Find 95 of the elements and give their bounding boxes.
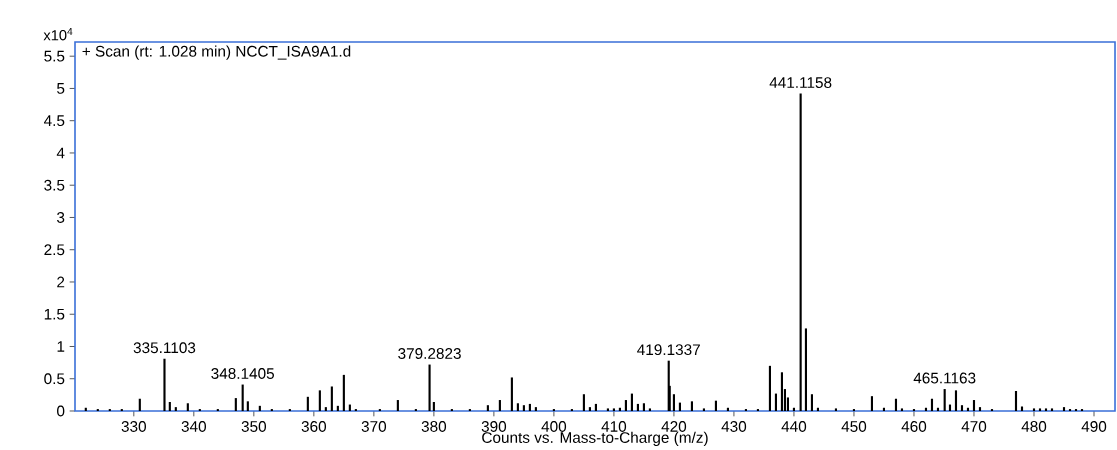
bar bbox=[690, 401, 693, 411]
bar bbox=[714, 400, 717, 411]
x-tick-label: 380 bbox=[421, 421, 447, 432]
annotation: 379.2823 bbox=[398, 348, 461, 359]
bar bbox=[834, 408, 838, 411]
bar bbox=[138, 398, 141, 411]
bar bbox=[396, 400, 399, 411]
x-tick-label: 490 bbox=[1081, 421, 1107, 432]
annotation: 348.1405 bbox=[211, 368, 274, 379]
annotation: 441.1158 bbox=[769, 77, 832, 88]
bar bbox=[780, 372, 784, 411]
bar bbox=[954, 390, 958, 411]
bar bbox=[810, 394, 814, 411]
x-tick-label: 470 bbox=[961, 421, 987, 432]
y-axis-title: x10$^{4}$ bbox=[43, 27, 73, 41]
bar bbox=[510, 377, 513, 411]
x-tick-label: 420 bbox=[661, 421, 687, 432]
y-tick-label: 2.5 bbox=[44, 244, 65, 256]
chart-title: + Scan (rt: 1.028 min) NCCT_ISA9A1.d bbox=[82, 45, 351, 60]
bar bbox=[168, 401, 171, 411]
y-tick-label: 3.5 bbox=[44, 179, 65, 191]
bar bbox=[648, 408, 651, 411]
x-tick-label: 350 bbox=[241, 421, 267, 432]
bar bbox=[582, 394, 585, 411]
x-tick-label: 480 bbox=[1021, 421, 1047, 432]
x-tick-label: 330 bbox=[121, 421, 146, 432]
bar bbox=[900, 408, 904, 411]
bar bbox=[241, 384, 244, 411]
bar bbox=[1062, 407, 1066, 411]
annotation: 465.1163 bbox=[913, 372, 976, 384]
bar bbox=[1014, 391, 1018, 411]
bar bbox=[943, 389, 946, 411]
bar bbox=[978, 407, 982, 411]
bar bbox=[1020, 406, 1024, 411]
x-tick-label: 370 bbox=[361, 421, 387, 432]
bar bbox=[234, 398, 237, 411]
y-tick-label: 1.5 bbox=[44, 308, 65, 320]
y-tick-label: 2 bbox=[57, 276, 65, 288]
bar bbox=[324, 407, 327, 411]
bar bbox=[522, 405, 525, 411]
bar bbox=[258, 405, 261, 411]
bar bbox=[163, 358, 166, 411]
bar bbox=[960, 405, 964, 411]
y-tick-label: 1 bbox=[57, 341, 65, 352]
y-tick-label: 4.5 bbox=[44, 115, 65, 127]
annotation: 335.1103 bbox=[133, 342, 196, 354]
bar bbox=[804, 328, 808, 411]
y-tick-label: 5 bbox=[57, 83, 65, 94]
bar bbox=[1050, 408, 1054, 411]
bar bbox=[330, 386, 333, 411]
bar bbox=[486, 405, 489, 411]
y-tick-label: 0 bbox=[57, 405, 65, 417]
bar bbox=[588, 407, 591, 411]
bar bbox=[186, 403, 189, 411]
bar bbox=[516, 403, 519, 411]
bar bbox=[318, 390, 321, 411]
bar bbox=[702, 408, 705, 411]
bar bbox=[799, 93, 802, 411]
bar bbox=[528, 403, 531, 411]
bar bbox=[894, 398, 898, 411]
bar bbox=[768, 365, 772, 411]
x-tick-label: 450 bbox=[841, 421, 867, 432]
x-tick-label: 340 bbox=[181, 421, 207, 432]
y-tick-label: 0.5 bbox=[44, 373, 65, 385]
x-tick-label: 460 bbox=[901, 421, 927, 432]
x-tick-label: 430 bbox=[721, 421, 747, 432]
bar bbox=[174, 407, 177, 411]
bar bbox=[246, 401, 249, 411]
x-tick-label: 360 bbox=[301, 421, 327, 432]
bar bbox=[342, 374, 345, 411]
x-axis-title: Counts vs. Mass-to-Charge (m/z) bbox=[482, 431, 708, 447]
bar bbox=[606, 408, 609, 411]
bar bbox=[336, 405, 339, 411]
bar bbox=[594, 403, 597, 411]
bar bbox=[630, 393, 633, 411]
bar bbox=[306, 396, 309, 411]
bar bbox=[498, 400, 501, 411]
y-tick-label: 3 bbox=[57, 212, 65, 223]
bar bbox=[870, 396, 874, 411]
x-tick-label: 440 bbox=[781, 421, 807, 432]
bar bbox=[534, 407, 537, 411]
bar bbox=[428, 364, 431, 411]
bar bbox=[624, 400, 627, 411]
bar bbox=[930, 398, 934, 411]
x-tick-label: 390 bbox=[481, 421, 507, 432]
annotation: 419.1337 bbox=[637, 344, 700, 356]
bar bbox=[1044, 408, 1048, 411]
bar bbox=[636, 403, 639, 411]
bar bbox=[774, 393, 778, 411]
y-tick-label: 5.5 bbox=[44, 50, 65, 62]
x-tick-label: 400 bbox=[541, 421, 567, 432]
bar bbox=[1038, 408, 1042, 411]
y-tick-label: 4 bbox=[56, 147, 65, 159]
x-tick-label: 410 bbox=[601, 421, 627, 432]
bar bbox=[642, 403, 645, 411]
